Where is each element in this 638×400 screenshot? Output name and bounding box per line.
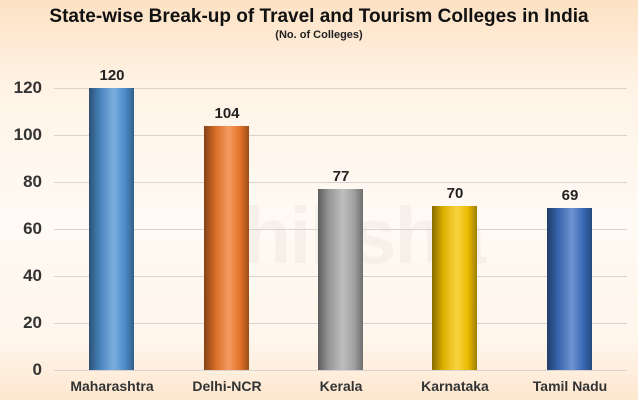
gridline	[54, 370, 627, 371]
y-tick-label: 40	[23, 266, 42, 285]
value-label: 77	[332, 168, 350, 186]
y-tick-label: 80	[23, 172, 42, 191]
y-tick-label: 20	[23, 313, 42, 332]
y-tick-label: 60	[23, 219, 42, 238]
chart-subtitle: (No. of Colleges)	[275, 29, 363, 41]
gridline	[54, 182, 627, 183]
value-label: 104	[214, 104, 240, 122]
x-tick-label: Tamil Nadu	[532, 378, 608, 394]
x-tick-label: Kerala	[319, 378, 363, 394]
value-label: 120	[99, 67, 125, 84]
chart-title: State-wise Break-up of Travel and Touris…	[49, 6, 589, 27]
x-tick-label: Karnataka	[421, 378, 489, 394]
bar-karnataka	[432, 205, 477, 370]
value-label: 69	[561, 186, 579, 204]
bar-tamil-nadu	[547, 207, 592, 370]
gridline	[54, 88, 627, 89]
x-tick-label: Delhi-NCR	[192, 378, 262, 394]
y-tick-label: 100	[13, 125, 42, 144]
y-tick-label: 0	[32, 360, 42, 379]
bar-delhi-ncr	[204, 125, 249, 370]
bar-kerala	[318, 189, 363, 370]
value-label: 70	[446, 184, 464, 202]
bar-maharashtra	[89, 88, 134, 370]
gridline	[54, 135, 627, 136]
x-tick-label: Maharashtra	[70, 378, 154, 394]
y-tick-label: 120	[13, 78, 42, 97]
